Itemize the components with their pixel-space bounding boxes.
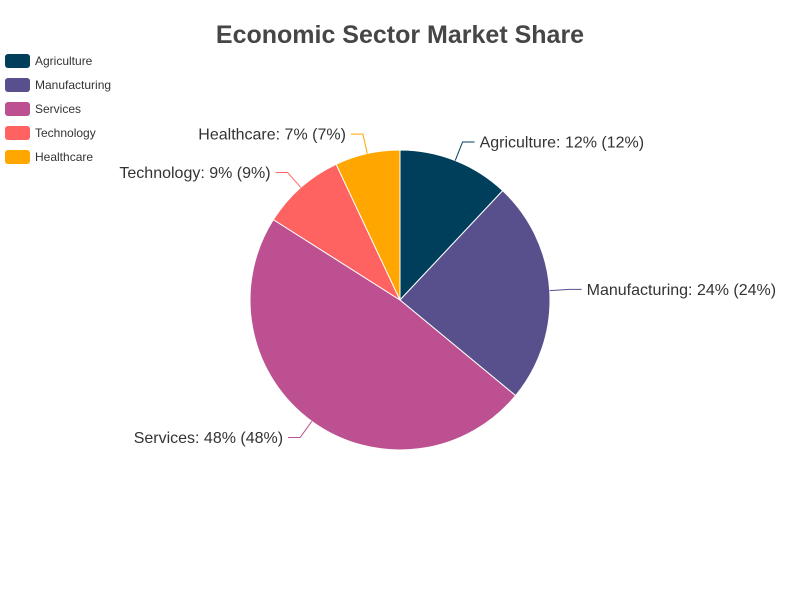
legend-label-agriculture[interactable]: Agriculture: [35, 54, 93, 68]
legend-swatch-agriculture[interactable]: [5, 54, 30, 68]
legend-label-technology[interactable]: Technology: [35, 126, 96, 140]
leader-line-manufacturing: [549, 288, 582, 292]
leader-line-healthcare: [350, 133, 368, 154]
data-label-agriculture: Agriculture: 12% (12%): [480, 134, 645, 151]
legend-swatch-services[interactable]: [5, 102, 30, 116]
legend-label-healthcare[interactable]: Healthcare: [35, 150, 93, 164]
data-label-technology: Technology: 9% (9%): [119, 165, 270, 182]
legend-swatch-healthcare[interactable]: [5, 150, 30, 164]
slice-healthcare[interactable]: [335, 149, 401, 301]
pie-slices: [249, 149, 551, 451]
legend-label-services[interactable]: Services: [35, 102, 81, 116]
slice-manufacturing[interactable]: [399, 189, 551, 397]
data-label-services: Services: 48% (48%): [134, 430, 283, 447]
legend-label-manufacturing[interactable]: Manufacturing: [35, 78, 111, 92]
slice-services[interactable]: [249, 218, 517, 451]
legend-swatch-manufacturing[interactable]: [5, 78, 30, 92]
legend-swatch-technology[interactable]: [5, 126, 30, 140]
slice-technology[interactable]: [272, 163, 402, 302]
slice-agriculture[interactable]: [399, 149, 504, 302]
leader-line-agriculture: [454, 141, 475, 161]
leader-line-technology: [275, 171, 302, 188]
data-label-manufacturing: Manufacturing: 24% (24%): [587, 282, 776, 299]
slice-labels: Agriculture: 12% (12%) Manufacturing: 24%…: [119, 127, 776, 447]
legend: Agriculture Manufacturing Services Technolo…: [5, 54, 111, 164]
chart-title: Economic Sector Market Share: [216, 21, 584, 49]
data-label-healthcare: Healthcare: 7% (7%): [198, 127, 346, 144]
leader-line-services: [288, 421, 313, 439]
